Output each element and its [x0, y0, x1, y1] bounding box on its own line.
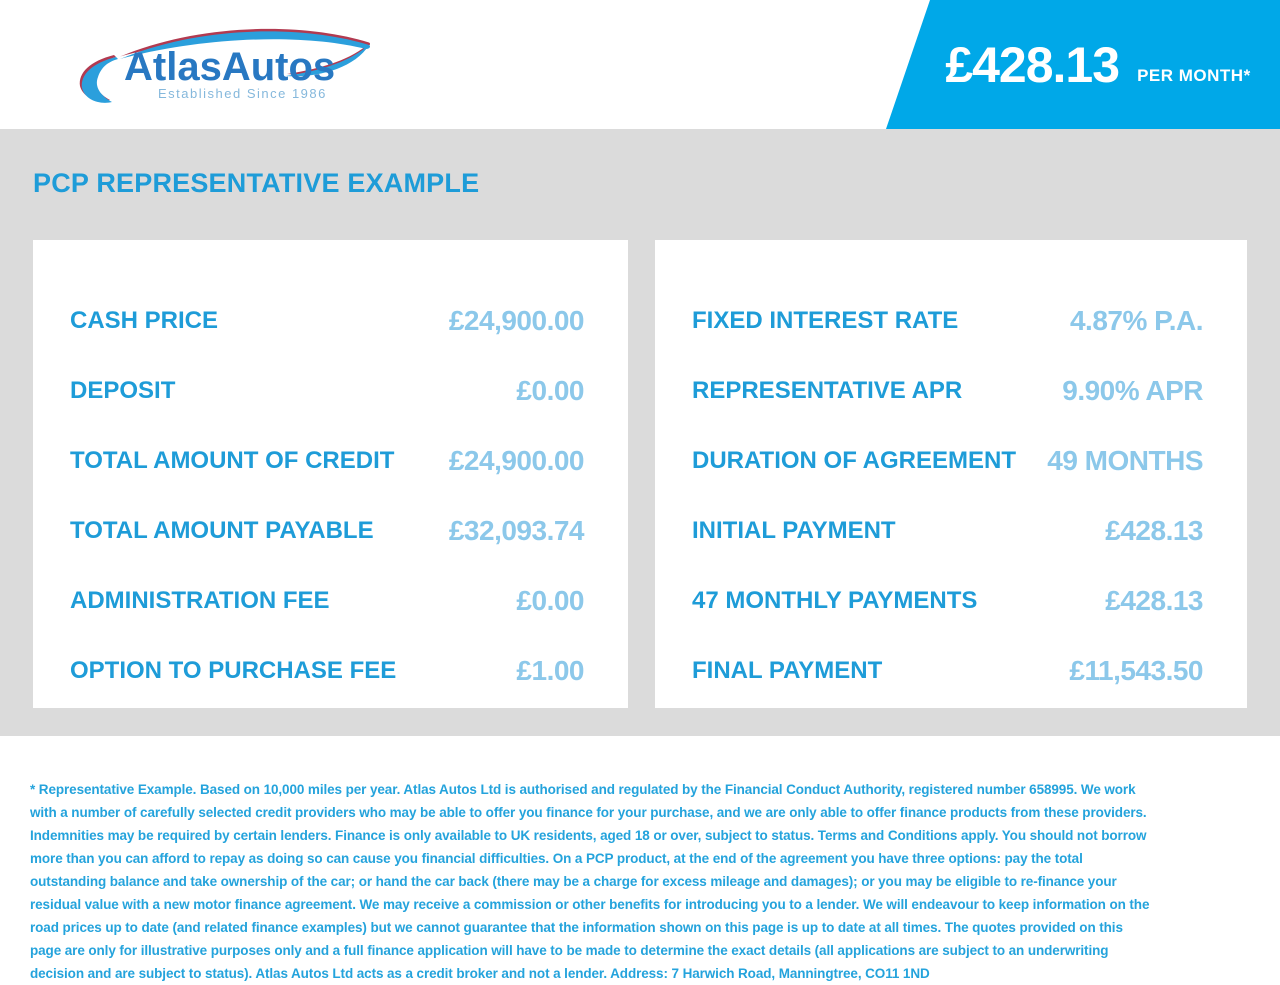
brand-tagline: Established Since 1986: [158, 86, 327, 101]
finance-row-total-credit: TOTAL AMOUNT OF CREDIT £24,900.00: [70, 426, 585, 496]
brand-name: AtlasAutos: [124, 45, 335, 89]
finance-row-final-payment: FINAL PAYMENT £11,543.50: [692, 636, 1203, 706]
monthly-price: £428.13: [945, 36, 1120, 93]
row-value: £0.00: [516, 375, 584, 406]
row-value: 4.87% P.A.: [1069, 305, 1204, 336]
finance-example-section: PCP REPRESENTATIVE EXAMPLE CASH PRICE £2…: [0, 129, 1280, 736]
row-label: TOTAL AMOUNT OF CREDIT: [70, 447, 395, 474]
row-label: TOTAL AMOUNT PAYABLE: [70, 517, 374, 544]
finance-panel-right: FIXED INTEREST RATE 4.87% P.A. REPRESENT…: [655, 240, 1247, 708]
finance-row-initial-payment: INITIAL PAYMENT £428.13: [692, 496, 1203, 566]
footer: * Representative Example. Based on 10,00…: [0, 736, 1280, 981]
row-value: 9.90% APR: [1062, 375, 1203, 406]
disclaimer-text: * Representative Example. Based on 10,00…: [30, 781, 1150, 981]
finance-row-deposit: DEPOSIT £0.00: [70, 356, 584, 426]
row-label: DURATION OF AGREEMENT: [692, 447, 1016, 474]
finance-row-apr: REPRESENTATIVE APR 9.90% APR: [692, 356, 1203, 426]
finance-panel-left: CASH PRICE £24,900.00 DEPOSIT £0.00 TOTA…: [33, 240, 628, 708]
finance-row-cash-price: CASH PRICE £24,900.00: [70, 286, 585, 356]
row-value: £24,900.00: [448, 445, 585, 476]
row-label: FIXED INTEREST RATE: [692, 307, 959, 334]
row-value: £11,543.50: [1069, 655, 1203, 686]
row-value: 49 MONTHS: [1047, 445, 1203, 476]
row-label: DEPOSIT: [70, 377, 176, 404]
header: AtlasAutos Established Since 1986 £428.1…: [0, 0, 1280, 129]
row-value: £0.00: [516, 585, 584, 616]
row-value: £428.13: [1105, 515, 1203, 546]
row-value: £428.13: [1105, 585, 1203, 616]
row-value: £24,900.00: [448, 305, 585, 336]
row-label: OPTION TO PURCHASE FEE: [70, 657, 397, 684]
row-label: CASH PRICE: [70, 307, 219, 334]
row-label: ADMINISTRATION FEE: [70, 587, 330, 614]
page-title: PCP REPRESENTATIVE EXAMPLE: [33, 168, 480, 198]
finance-row-total-payable: TOTAL AMOUNT PAYABLE £32,093.74: [70, 496, 585, 566]
monthly-price-banner: £428.13 PER MONTH*: [886, 0, 1280, 129]
finance-row-interest-rate: FIXED INTEREST RATE 4.87% P.A.: [692, 286, 1204, 356]
car-swoosh-icon: AtlasAutos Established Since 1986: [79, 28, 370, 103]
row-label: 47 MONTHLY PAYMENTS: [692, 587, 978, 614]
row-value: £1.00: [516, 655, 584, 686]
row-label: REPRESENTATIVE APR: [692, 377, 963, 404]
row-label: INITIAL PAYMENT: [692, 517, 896, 544]
brand-logo: AtlasAutos Established Since 1986: [72, 18, 372, 118]
row-label: FINAL PAYMENT: [692, 657, 883, 684]
row-value: £32,093.74: [448, 515, 585, 546]
per-month-label: PER MONTH*: [1137, 65, 1251, 85]
finance-row-option-fee: OPTION TO PURCHASE FEE £1.00: [70, 636, 584, 706]
finance-row-monthly-payments: 47 MONTHLY PAYMENTS £428.13: [692, 566, 1203, 636]
finance-row-duration: DURATION OF AGREEMENT 49 MONTHS: [692, 426, 1203, 496]
finance-row-admin-fee: ADMINISTRATION FEE £0.00: [70, 566, 584, 636]
